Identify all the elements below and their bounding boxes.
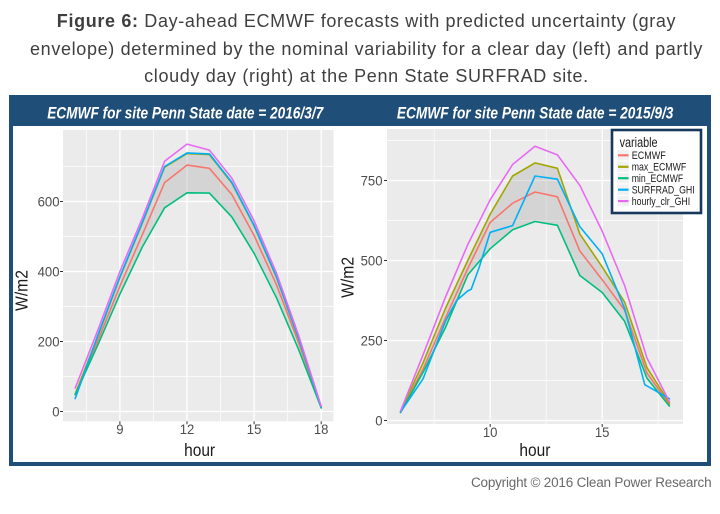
svg-text:max_ECMWF: max_ECMWF (632, 162, 687, 174)
svg-text:hourly_clr_GHI: hourly_clr_GHI (632, 196, 691, 208)
svg-text:variable: variable (620, 135, 658, 150)
svg-text:500: 500 (361, 254, 383, 269)
svg-text:750: 750 (361, 174, 383, 189)
svg-text:15: 15 (595, 425, 610, 440)
svg-text:10: 10 (483, 425, 498, 440)
svg-text:min_ECMWF: min_ECMWF (632, 173, 684, 185)
svg-text:18: 18 (314, 422, 329, 437)
svg-text:15: 15 (247, 422, 262, 437)
svg-text:400: 400 (38, 265, 60, 280)
svg-text:0: 0 (375, 414, 382, 429)
svg-text:SURFRAD_GHI: SURFRAD_GHI (632, 185, 695, 197)
svg-text:ECMWF for site Penn State date: ECMWF for site Penn State date = 2016/3/… (47, 105, 324, 123)
svg-text:hour: hour (184, 440, 215, 460)
svg-text:200: 200 (38, 335, 60, 350)
svg-text:12: 12 (180, 422, 195, 437)
svg-text:600: 600 (38, 195, 60, 210)
svg-text:250: 250 (361, 334, 383, 349)
svg-text:W/m2: W/m2 (13, 270, 31, 311)
svg-text:9: 9 (116, 422, 123, 437)
svg-text:W/m2: W/m2 (338, 257, 358, 298)
svg-text:ECMWF: ECMWF (632, 150, 666, 162)
svg-text:hour: hour (519, 440, 550, 460)
svg-text:ECMWF for site Penn State date: ECMWF for site Penn State date = 2015/9/… (397, 105, 674, 123)
svg-text:0: 0 (52, 405, 59, 420)
